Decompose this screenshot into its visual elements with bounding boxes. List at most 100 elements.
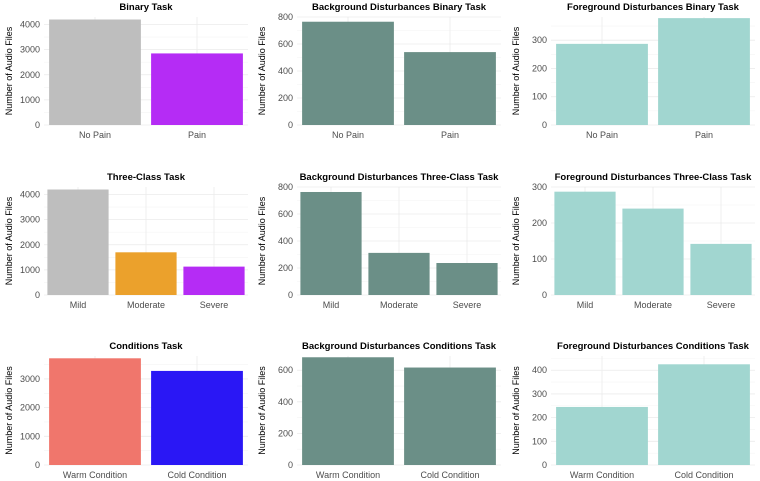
chart-panel-foreground-conditions: 0 100 200 300 400 Warm Condition Cold Conditio… — [511, 341, 755, 480]
chart-panel-background-binary: 0 200 400 600 800 No Pain Pain Background Distu… — [257, 2, 501, 140]
bar-moderate — [115, 252, 177, 295]
y-tick-label: 1000 — [20, 95, 40, 105]
y-tick-label: 4000 — [20, 20, 40, 30]
y-tick-label: 3000 — [20, 45, 40, 55]
bar-cold-condition — [404, 367, 496, 465]
y-tick-label: 0 — [542, 120, 547, 130]
y-tick-label: 1000 — [20, 431, 40, 441]
y-tick-label: 0 — [288, 120, 293, 130]
y-axis-label: Number of Audio Files — [511, 366, 521, 455]
x-tick-label: Pain — [441, 130, 459, 140]
y-tick-label: 2000 — [20, 240, 40, 250]
y-tick-label: 1000 — [20, 265, 40, 275]
bar-severe — [183, 266, 245, 295]
y-tick-label: 0 — [542, 460, 547, 470]
y-tick-label: 200 — [532, 63, 547, 73]
y-tick-label: 3000 — [20, 215, 40, 225]
chart-panel-background-three-class: 0 200 400 600 800 Mild Moderate Severe Backgroun… — [257, 172, 501, 310]
bar-no-pain — [556, 43, 648, 125]
y-tick-label: 4000 — [20, 190, 40, 200]
y-tick-label: 0 — [35, 290, 40, 300]
bar-pain — [404, 52, 496, 125]
x-tick-label: Severe — [200, 300, 229, 310]
y-tick-label: 0 — [542, 290, 547, 300]
bar-severe — [690, 243, 752, 295]
chart-panel-three-class: 0 1000 2000 3000 4000 Mild Moderate Severe Three… — [4, 172, 248, 310]
x-tick-label: Cold Condition — [167, 470, 226, 480]
y-tick-label: 200 — [532, 413, 547, 423]
chart-panel-conditions: 0 1000 2000 3000 Warm Condition Cold Conditio… — [4, 341, 248, 480]
bar-cold-condition — [658, 364, 750, 465]
y-axis-label: Number of Audio Files — [4, 366, 14, 455]
chart-panel-binary: 0 1000 2000 3000 4000 No Pain Pain Binary Task N… — [4, 2, 248, 140]
x-tick-label: Moderate — [127, 300, 165, 310]
y-tick-label: 600 — [278, 365, 293, 375]
y-tick-label: 200 — [278, 93, 293, 103]
y-tick-label: 400 — [278, 397, 293, 407]
y-tick-label: 2000 — [20, 70, 40, 80]
x-tick-label: Cold Condition — [420, 470, 479, 480]
x-tick-label: Severe — [453, 300, 482, 310]
y-axis-label: Number of Audio Files — [257, 196, 267, 285]
y-tick-label: 0 — [288, 460, 293, 470]
y-tick-label: 0 — [288, 290, 293, 300]
y-tick-label: 0 — [35, 460, 40, 470]
y-axis-label: Number of Audio Files — [257, 366, 267, 455]
x-tick-label: No Pain — [586, 130, 618, 140]
y-tick-label: 100 — [532, 92, 547, 102]
chart-title: Binary Task — [119, 2, 173, 13]
x-tick-label: No Pain — [79, 130, 111, 140]
y-tick-label: 3000 — [20, 374, 40, 384]
bar-no-pain — [302, 21, 394, 126]
x-tick-label: Warm Condition — [316, 470, 380, 480]
y-tick-label: 200 — [532, 218, 547, 228]
x-tick-label: Mild — [577, 300, 594, 310]
bar-moderate — [622, 208, 684, 295]
bar-mild — [47, 189, 109, 295]
chart-title: Conditions Task — [109, 341, 183, 352]
x-tick-label: Cold Condition — [674, 470, 733, 480]
y-tick-label: 800 — [278, 12, 293, 22]
y-tick-label: 0 — [35, 120, 40, 130]
bar-mild — [554, 191, 616, 295]
chart-title: Background Disturbances Three-Class Task — [300, 172, 500, 183]
bar-warm-condition — [556, 406, 648, 465]
chart-title: Foreground Disturbances Binary Task — [567, 2, 740, 13]
x-tick-label: Pain — [695, 130, 713, 140]
y-tick-label: 400 — [278, 236, 293, 246]
x-tick-label: Warm Condition — [63, 470, 127, 480]
x-tick-label: Mild — [70, 300, 87, 310]
x-tick-label: Mild — [323, 300, 340, 310]
chart-panel-background-conditions: 0 200 400 600 Warm Condition Cold Condition Ba… — [257, 341, 501, 480]
y-axis-label: Number of Audio Files — [4, 196, 14, 285]
y-tick-label: 300 — [532, 35, 547, 45]
y-tick-label: 300 — [532, 182, 547, 192]
bar-warm-condition — [302, 357, 394, 465]
chart-title: Background Disturbances Conditions Task — [302, 341, 497, 352]
bar-cold-condition — [151, 370, 243, 465]
y-axis-label: Number of Audio Files — [511, 196, 521, 285]
y-tick-label: 2000 — [20, 403, 40, 413]
chart-panel-foreground-three-class: 0 100 200 300 Mild Moderate Severe Foreground D… — [511, 172, 755, 310]
y-tick-label: 300 — [532, 389, 547, 399]
chart-title: Foreground Disturbances Three-Class Task — [555, 172, 752, 183]
x-tick-label: No Pain — [332, 130, 364, 140]
y-tick-label: 400 — [278, 66, 293, 76]
y-axis-label: Number of Audio Files — [4, 26, 14, 115]
chart-title: Background Disturbances Binary Task — [312, 2, 487, 13]
y-tick-label: 600 — [278, 209, 293, 219]
y-tick-label: 400 — [532, 365, 547, 375]
bar-warm-condition — [49, 358, 141, 465]
y-tick-label: 200 — [278, 428, 293, 438]
x-tick-label: Moderate — [634, 300, 672, 310]
bar-pain — [151, 53, 243, 125]
bar-severe — [436, 263, 498, 295]
x-tick-label: Moderate — [380, 300, 418, 310]
chart-panel-foreground-binary: 0 100 200 300 No Pain Pain Foreground Disturba… — [511, 2, 755, 140]
y-tick-label: 100 — [532, 436, 547, 446]
x-tick-label: Warm Condition — [570, 470, 634, 480]
x-tick-label: Severe — [707, 300, 736, 310]
chart-title: Foreground Disturbances Conditions Task — [557, 341, 750, 352]
y-tick-label: 600 — [278, 39, 293, 49]
